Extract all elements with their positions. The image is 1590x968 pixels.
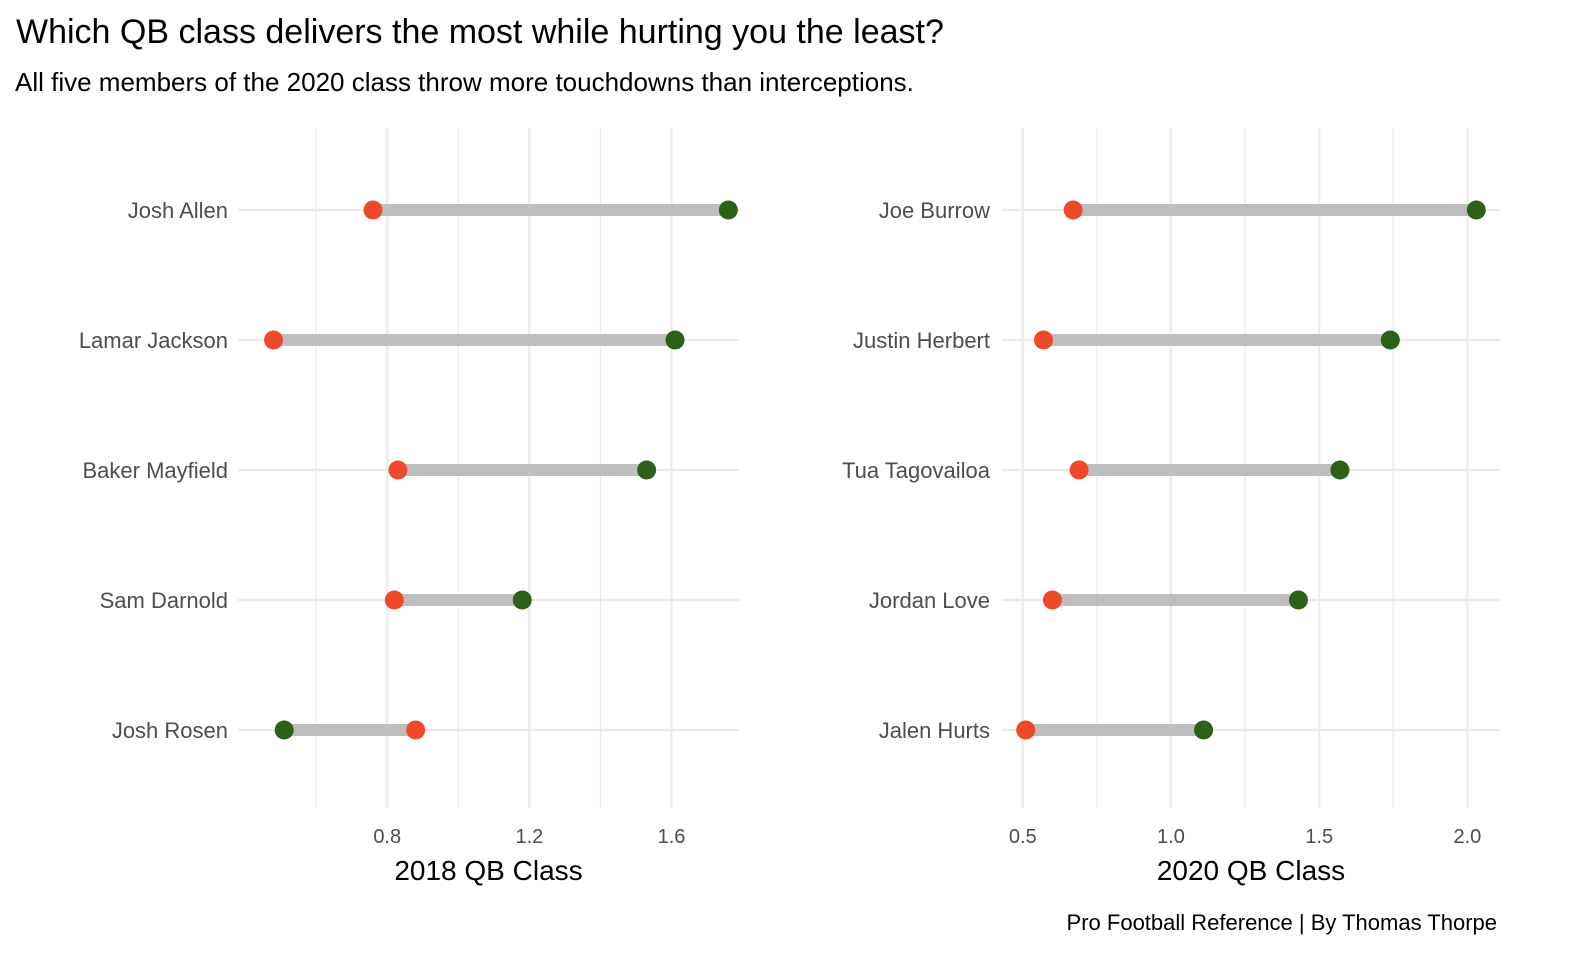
x-axis-title: 2020 QB Class xyxy=(1157,855,1345,886)
td-point xyxy=(665,330,685,350)
int-point xyxy=(1016,720,1036,740)
td-point xyxy=(1194,720,1214,740)
td-point xyxy=(1380,330,1400,350)
int-point xyxy=(363,200,383,220)
td-point xyxy=(637,460,657,480)
int-point xyxy=(1042,590,1062,610)
td-point xyxy=(1330,460,1350,480)
x-tick-label: 1.0 xyxy=(1157,826,1185,848)
int-point xyxy=(1034,330,1053,350)
int-point xyxy=(1063,200,1083,220)
td-point xyxy=(512,590,532,610)
int-point xyxy=(384,590,404,610)
x-tick-label: 0.5 xyxy=(1009,826,1037,848)
panel-1: Josh Allen Lamar Jackson Baker Mayfield Sam… xyxy=(79,128,739,886)
td-point xyxy=(1466,200,1486,220)
category-label: Lamar Jackson xyxy=(79,328,228,353)
category-label: Sam Darnold xyxy=(100,588,228,613)
chart-title: Which QB class delivers the most while h… xyxy=(16,13,944,51)
category-label: Baker Mayfield xyxy=(82,458,228,483)
category-label: Tua Tagovailoa xyxy=(842,458,991,483)
category-label: Jordan Love xyxy=(869,588,990,613)
chart-caption: Pro Football Reference | By Thomas Thorp… xyxy=(1067,910,1497,935)
category-label: Justin Herbert xyxy=(853,328,990,353)
td-point xyxy=(274,720,294,740)
int-point xyxy=(1069,460,1089,480)
td-point xyxy=(1288,590,1308,610)
x-tick-label: 1.2 xyxy=(515,826,543,848)
td-point xyxy=(718,200,738,220)
x-tick-label: 0.8 xyxy=(373,826,401,848)
int-point xyxy=(388,460,408,480)
x-tick-label: 2.0 xyxy=(1453,826,1481,848)
x-tick-label: 1.5 xyxy=(1305,826,1333,848)
x-tick-label: 1.6 xyxy=(658,826,686,848)
int-point xyxy=(264,330,284,350)
category-label: Josh Rosen xyxy=(112,718,228,743)
category-label: Jalen Hurts xyxy=(879,718,990,743)
panel-2: Joe Burrow Justin Herbert Tua Tagovailoa Jo… xyxy=(842,128,1500,886)
x-axis-title: 2018 QB Class xyxy=(394,855,582,886)
category-label: Josh Allen xyxy=(128,198,228,223)
panels: Josh Allen Lamar Jackson Baker Mayfield Sam… xyxy=(79,128,1500,886)
int-point xyxy=(406,720,426,740)
category-label: Joe Burrow xyxy=(879,198,990,223)
chart-subtitle: All five members of the 2020 class throw… xyxy=(15,67,914,97)
